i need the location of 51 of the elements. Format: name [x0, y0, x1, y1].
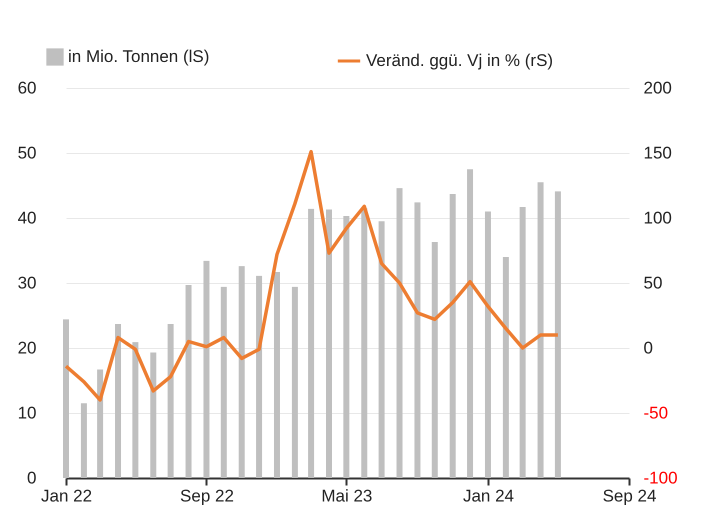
bar: [502, 257, 509, 478]
bar: [396, 188, 403, 478]
legend-label: Veränd. ggü. Vj in % (rS): [366, 51, 554, 70]
y-tick-label: 10: [18, 404, 36, 422]
y-tick-label: 30: [18, 274, 36, 292]
line-series: [64, 150, 560, 402]
bar: [432, 242, 438, 478]
bar: [63, 319, 69, 478]
y-tick-label: 0: [27, 468, 36, 488]
bar: [256, 276, 262, 478]
x-tick-label: Sep 22: [180, 486, 234, 506]
bar: [361, 208, 368, 478]
y2-tick-label: 200: [644, 78, 672, 98]
legend-label: in Mio. Tonnen (lS): [68, 47, 210, 66]
x-tick-label: Sep 24: [602, 486, 656, 506]
y-tick-label: 20: [18, 338, 36, 358]
bar: [343, 216, 350, 478]
bar: [326, 210, 332, 478]
bar: [414, 202, 420, 478]
bar: [467, 169, 474, 478]
y-tick-label: 40: [18, 208, 36, 228]
x-tick-label: Jan 24: [462, 486, 514, 506]
y2-tick-label: 150: [644, 144, 672, 162]
bar: [168, 324, 174, 478]
bar: [238, 266, 245, 478]
y2-tick-label: 50: [644, 274, 662, 292]
y2-tick-label: -50: [644, 404, 668, 422]
bar: [292, 286, 298, 478]
bar: [484, 212, 491, 478]
y2-tick-label: 100: [644, 208, 672, 228]
bar: [97, 369, 104, 478]
y2-tick-label: 0: [644, 338, 653, 358]
bar: [378, 221, 385, 478]
bar: [80, 403, 87, 478]
bar: [186, 284, 192, 478]
bar: [150, 352, 156, 478]
bar: [308, 208, 314, 478]
bar: [274, 272, 280, 478]
x-tick-label: Mai 23: [321, 486, 372, 506]
bar: [220, 286, 227, 478]
x-tick-label: Jan 22: [40, 486, 92, 506]
bar: [538, 182, 544, 478]
bar: [520, 206, 526, 478]
y2-tick-label: -100: [644, 468, 678, 488]
bar: [115, 324, 122, 478]
y-tick-label: 50: [18, 144, 36, 162]
bar: [132, 342, 138, 478]
y-tick-label: 60: [18, 78, 36, 98]
bar: [203, 260, 210, 478]
bar: [450, 194, 456, 478]
bar: [554, 191, 561, 478]
